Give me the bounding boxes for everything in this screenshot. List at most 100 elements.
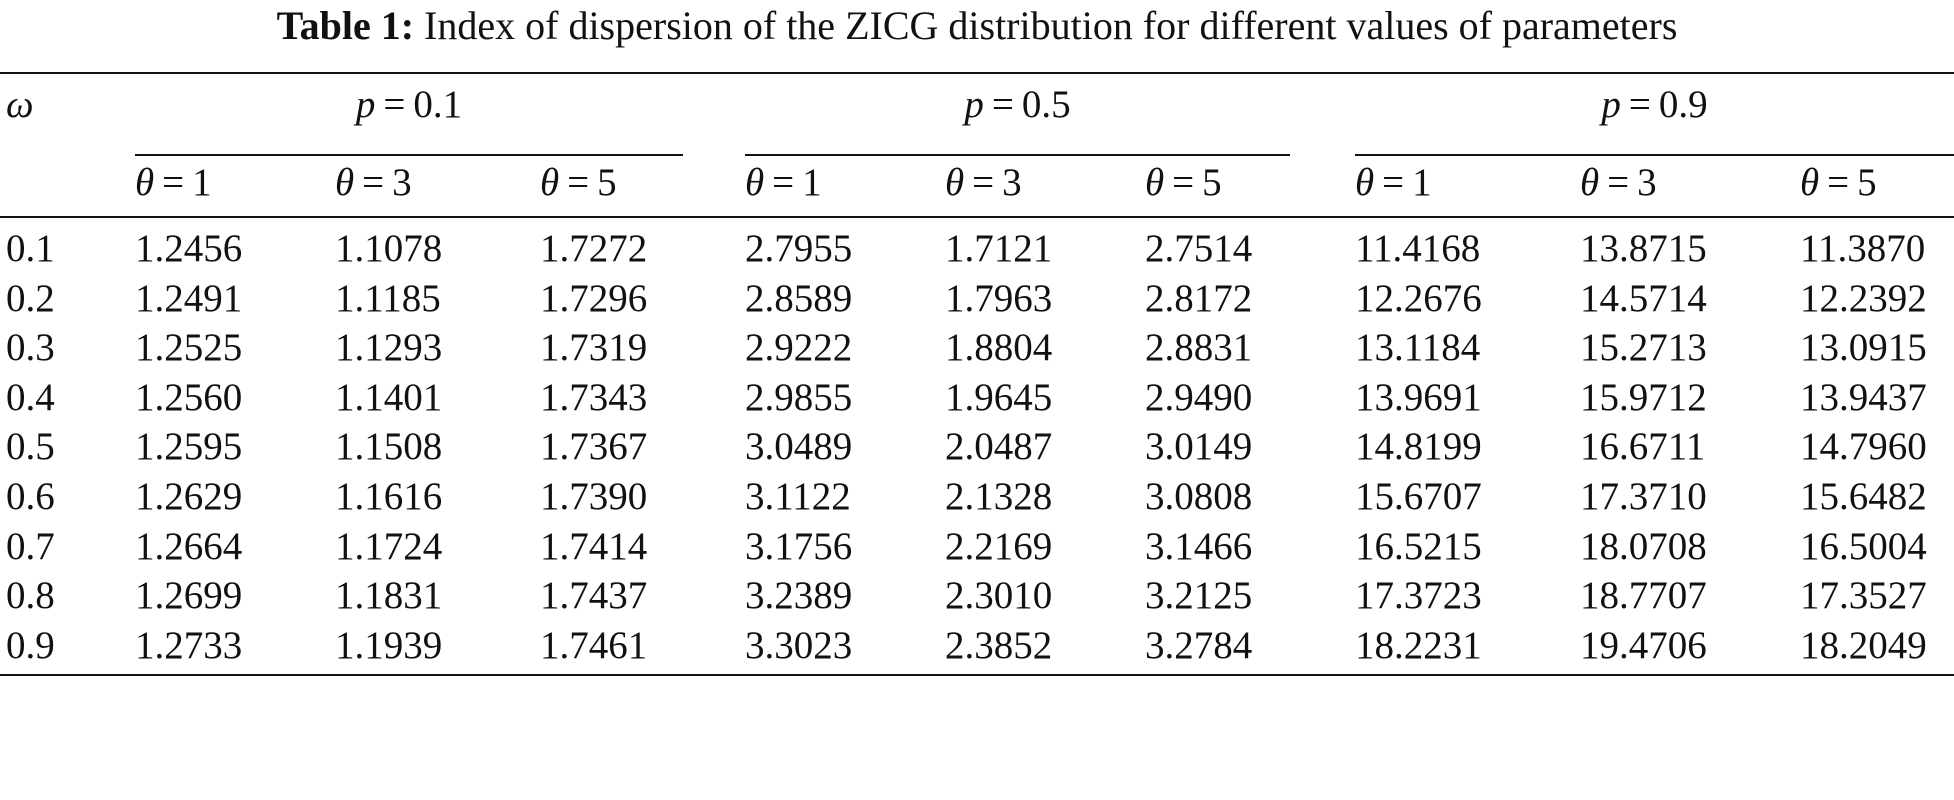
theta-symbol: θ: [745, 161, 765, 204]
theta-symbol: θ: [1800, 161, 1820, 204]
table-cell: 1.2629: [135, 475, 243, 518]
table-cell: 18.2049: [1800, 623, 1927, 667]
header-theta: θ = 3: [945, 158, 1022, 208]
table-cell: 14.7960: [1800, 425, 1927, 469]
theta-symbol: θ: [1580, 161, 1600, 204]
table-cell: 1.7414: [540, 524, 648, 568]
table-cell: 15.9712: [1580, 375, 1707, 419]
table-cell: 19.4706: [1580, 623, 1707, 667]
p-value: 0.5: [1021, 83, 1071, 126]
table-caption-text: Index of dispersion of the ZICG distribu…: [424, 3, 1678, 48]
table-cell: 3.1122: [745, 475, 851, 518]
table-cell: 2.9490: [1145, 375, 1253, 419]
table-cell: 1.1078: [335, 227, 443, 270]
header-theta: θ = 3: [1580, 158, 1657, 208]
table-cell: 13.0915: [1800, 326, 1927, 370]
header-theta: θ = 5: [1145, 158, 1222, 208]
p-value: 0.1: [413, 83, 463, 126]
table-cell: 3.2784: [1145, 623, 1253, 667]
equals-sign: =: [1628, 83, 1651, 126]
omega-value: 0.6: [6, 475, 55, 518]
theta-symbol: θ: [1145, 161, 1165, 204]
table-cell: 3.1466: [1145, 524, 1253, 568]
table-cell: 1.1185: [335, 276, 441, 320]
header-bottom-rule: [0, 216, 1954, 218]
omega-value: 0.3: [6, 326, 55, 370]
theta-value: 5: [597, 161, 617, 204]
equals-sign: =: [1827, 161, 1850, 204]
table-cell: 15.6707: [1355, 475, 1482, 518]
theta-symbol: θ: [540, 161, 560, 204]
table-cell: 1.7343: [540, 375, 648, 419]
table-cell: 1.2491: [135, 276, 243, 320]
table-cell: 13.9437: [1800, 375, 1927, 419]
table-cell: 1.7296: [540, 276, 648, 320]
group-underline: [135, 154, 683, 156]
equals-sign: =: [991, 83, 1014, 126]
table-cell: 16.5215: [1355, 524, 1482, 568]
omega-value: 0.4: [6, 375, 55, 419]
table-cell: 1.1293: [335, 326, 443, 370]
table-cell: 3.0149: [1145, 425, 1253, 469]
table-cell: 3.2389: [745, 574, 853, 618]
table-cell: 1.7437: [540, 574, 648, 618]
table-cell: 1.9645: [945, 375, 1053, 419]
table-cell: 3.0808: [1145, 475, 1253, 518]
omega-value: 0.7: [6, 524, 55, 568]
table-cell: 1.2525: [135, 326, 243, 370]
table-cell: 1.2595: [135, 425, 243, 469]
header-theta: θ = 3: [335, 158, 412, 208]
table-cell: 1.2733: [135, 623, 243, 667]
p-value: 0.9: [1658, 83, 1708, 126]
table-cell: 2.3852: [945, 623, 1053, 667]
table-cell: 15.2713: [1580, 326, 1707, 370]
equals-sign: =: [1607, 161, 1630, 204]
table-cell: 18.0708: [1580, 524, 1707, 568]
table-cell: 1.1401: [335, 375, 443, 419]
table-cell: 2.7514: [1145, 227, 1253, 270]
table-cell: 1.7390: [540, 475, 648, 518]
table-cell: 1.8804: [945, 326, 1053, 370]
table-cell: 1.7367: [540, 425, 648, 469]
table-cell: 12.2392: [1800, 276, 1927, 320]
header-theta: θ = 1: [745, 158, 822, 208]
header-group-p: p = 0.1: [135, 80, 683, 130]
table-cell: 2.8831: [1145, 326, 1253, 370]
table-cell: 13.1184: [1355, 326, 1481, 370]
equals-sign: =: [362, 161, 385, 204]
table-cell: 2.3010: [945, 574, 1053, 618]
equals-sign: =: [1382, 161, 1405, 204]
table-caption: Table 1: Index of dispersion of the ZICG…: [0, 0, 1954, 66]
table-cell: 15.6482: [1800, 475, 1927, 518]
equals-sign: =: [772, 161, 795, 204]
theta-symbol: θ: [945, 161, 965, 204]
table-cell: 17.3723: [1355, 574, 1482, 618]
table-cell: 13.9691: [1355, 375, 1482, 419]
theta-value: 3: [392, 161, 412, 204]
header-theta: θ = 1: [1355, 158, 1432, 208]
table-cell: 1.2560: [135, 375, 243, 419]
table-cell: 1.1939: [335, 623, 443, 667]
theta-value: 3: [1637, 161, 1657, 204]
table-cell: 2.1328: [945, 475, 1053, 518]
theta-value: 5: [1202, 161, 1222, 204]
theta-symbol: θ: [335, 161, 355, 204]
equals-sign: =: [972, 161, 995, 204]
group-underline: [1355, 154, 1954, 156]
omega-value: 0.1: [6, 227, 55, 270]
omega-value: 0.2: [6, 276, 55, 320]
table-bottom-rule: [0, 674, 1954, 677]
table-cell: 1.7121: [945, 227, 1053, 270]
theta-value: 1: [802, 161, 822, 204]
equals-sign: =: [383, 83, 406, 126]
table-cell: 1.1724: [335, 524, 443, 568]
table-cell: 14.5714: [1580, 276, 1707, 320]
table-cell: 1.2699: [135, 574, 243, 618]
theta-symbol: θ: [135, 161, 155, 204]
header-group-p: p = 0.5: [745, 80, 1290, 130]
table-cell: 2.0487: [945, 425, 1053, 469]
header-theta: θ = 5: [1800, 158, 1877, 208]
table-cell: 1.7272: [540, 227, 648, 270]
table-cell: 3.3023: [745, 623, 853, 667]
theta-value: 3: [1002, 161, 1022, 204]
